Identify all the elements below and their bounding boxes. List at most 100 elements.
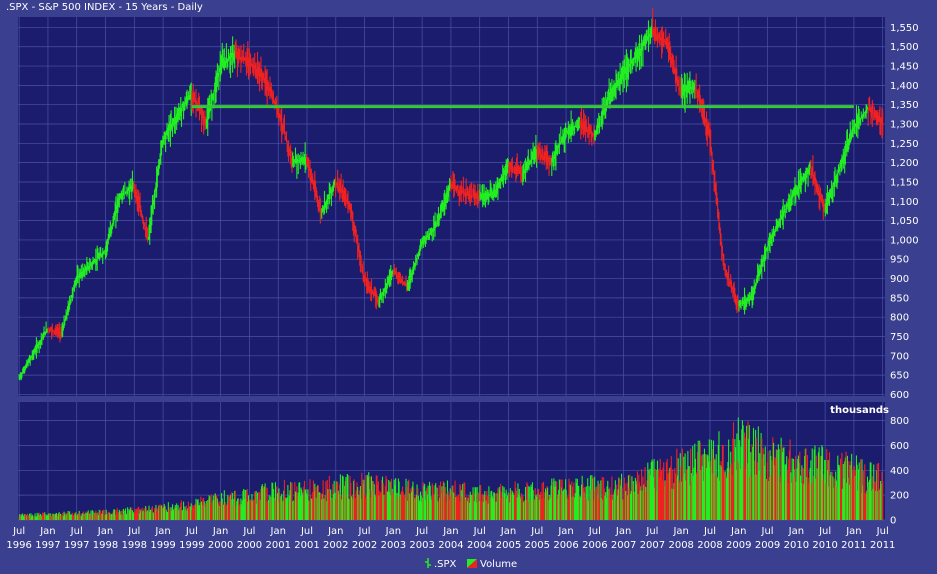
x-tick-year: 2000 [237, 540, 262, 551]
x-tick-year: 2010 [784, 540, 809, 551]
volume-bars [18, 417, 884, 520]
price-tick-label: 700 [890, 351, 909, 362]
x-tick-year: 2009 [755, 540, 780, 551]
x-tick-year: 2001 [265, 540, 290, 551]
volume-tick-label: 600 [890, 441, 909, 452]
x-tick-month: Jan [672, 526, 688, 537]
x-tick-month: Jul [300, 526, 313, 537]
x-tick-month: Jul [358, 526, 371, 537]
x-tick-month: Jul [818, 526, 831, 537]
price-tick-label: 1,100 [890, 197, 919, 208]
price-tick-label: 1,450 [890, 62, 919, 73]
x-tick-month: Jan [154, 526, 170, 537]
x-tick-year: 2002 [352, 540, 377, 551]
price-tick-label: 800 [890, 313, 909, 324]
x-tick-month: Jul [530, 526, 543, 537]
x-tick-month: Jan [557, 526, 573, 537]
price-tick-label: 900 [890, 274, 909, 285]
price-tick-label: 1,400 [890, 81, 919, 92]
x-tick-year: 2007 [640, 540, 665, 551]
x-tick-month: Jul [185, 526, 198, 537]
x-tick-year: 1997 [64, 540, 89, 551]
price-tick-label: 600 [890, 390, 909, 401]
x-tick-year: 1998 [122, 540, 147, 551]
legend: .SPX Volume [425, 558, 517, 570]
x-tick-month: Jan [500, 526, 516, 537]
x-axis-labels: Jul 1996 Jan 1997 Jul 1997 Jan 1998 Jul 1998 Jan 19… [6, 526, 895, 551]
price-tick-label: 750 [890, 332, 909, 343]
x-tick-month: Jan [385, 526, 401, 537]
x-tick-month: Jul [127, 526, 140, 537]
x-tick-year: 1999 [150, 540, 175, 551]
x-tick-month: Jan [845, 526, 861, 537]
x-tick-month: Jan [442, 526, 458, 537]
price-tick-label: 1,000 [890, 235, 919, 246]
price-tick-label: 1,500 [890, 42, 919, 53]
x-tick-year: 1996 [6, 540, 31, 551]
price-tick-label: 950 [890, 255, 909, 266]
price-tick-label: 1,150 [890, 177, 919, 188]
volume-tick-label: 200 [890, 491, 909, 502]
x-tick-year: 2002 [323, 540, 348, 551]
x-tick-year: 2005 [525, 540, 550, 551]
x-tick-year: 2006 [553, 540, 578, 551]
x-tick-year: 2011 [870, 540, 895, 551]
legend-item-spx[interactable]: .SPX [425, 558, 457, 570]
x-tick-year: 2004 [438, 540, 463, 551]
x-tick-month: Jul [761, 526, 774, 537]
volume-tick-label: 400 [890, 466, 909, 477]
legend-label-spx: .SPX [434, 559, 457, 570]
x-tick-month: Jul [645, 526, 658, 537]
x-tick-year: 2004 [467, 540, 492, 551]
x-tick-month: Jul [415, 526, 428, 537]
price-tick-label: 1,050 [890, 216, 919, 227]
ohlc-bar-icon [425, 558, 431, 568]
x-tick-year: 1997 [35, 540, 60, 551]
x-tick-year: 2003 [381, 540, 406, 551]
price-tick-label: 1,250 [890, 139, 919, 150]
x-tick-month: Jul [588, 526, 601, 537]
y-axis-labels: 600 650 700 750 800 850 900 950 1,000 1,050 1,100 1… [890, 23, 919, 527]
x-tick-month: Jan [270, 526, 286, 537]
x-tick-month: Jul [473, 526, 486, 537]
x-tick-year: 2007 [611, 540, 636, 551]
x-tick-year: 2008 [668, 540, 693, 551]
x-tick-year: 2000 [208, 540, 233, 551]
x-tick-month: Jul [12, 526, 25, 537]
legend-item-volume[interactable]: Volume [467, 559, 517, 570]
chart-title: .SPX - S&P 500 INDEX - 15 Years - Daily [6, 2, 203, 13]
x-tick-year: 2003 [409, 540, 434, 551]
x-tick-month: Jul [242, 526, 255, 537]
price-tick-label: 1,550 [890, 23, 919, 34]
price-tick-label: 1,350 [890, 100, 919, 111]
x-tick-month: Jan [327, 526, 343, 537]
x-tick-month: Jan [212, 526, 228, 537]
volume-tick-label: 0 [890, 516, 896, 527]
x-tick-year: 2009 [726, 540, 751, 551]
x-tick-month: Jan [788, 526, 804, 537]
x-tick-month: Jan [730, 526, 746, 537]
x-tick-year: 2008 [697, 540, 722, 551]
x-tick-year: 1999 [179, 540, 204, 551]
x-tick-year: 2011 [841, 540, 866, 551]
price-tick-label: 1,200 [890, 158, 919, 169]
x-tick-month: Jan [97, 526, 113, 537]
legend-label-volume: Volume [480, 559, 517, 570]
volume-bar-icon-down [467, 559, 477, 568]
x-tick-month: Jan [39, 526, 55, 537]
x-tick-year: 2005 [496, 540, 521, 551]
price-tick-label: 650 [890, 371, 909, 382]
volume-tick-label: 800 [890, 416, 909, 427]
volume-units-label: thousands [830, 405, 889, 416]
x-tick-month: Jul [703, 526, 716, 537]
price-tick-label: 850 [890, 293, 909, 304]
x-tick-year: 2001 [294, 540, 319, 551]
x-tick-year: 1998 [93, 540, 118, 551]
x-tick-month: Jan [615, 526, 631, 537]
x-tick-month: Jul [876, 526, 889, 537]
x-tick-year: 2006 [582, 540, 607, 551]
x-tick-year: 2010 [812, 540, 837, 551]
price-plot-area [18, 17, 885, 396]
